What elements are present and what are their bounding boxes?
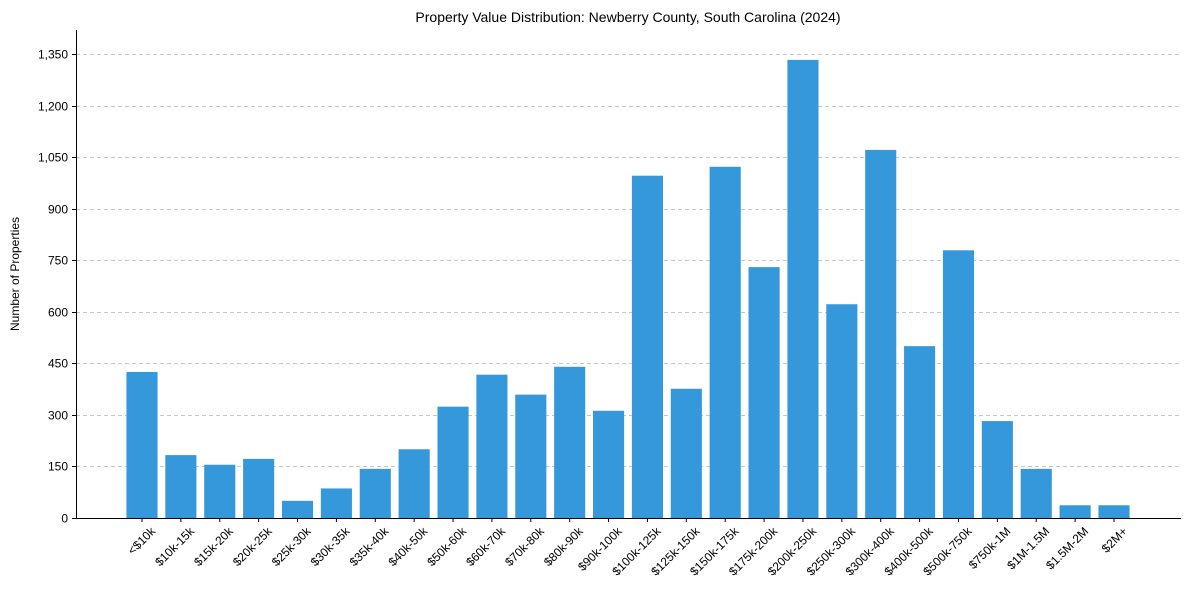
y-tick-label: 1,050	[38, 151, 68, 165]
bar	[320, 488, 352, 518]
bar	[437, 406, 469, 518]
bar	[1059, 505, 1091, 518]
bar	[243, 458, 275, 518]
bar	[593, 410, 625, 518]
x-tick-label: $30k-35k	[308, 524, 354, 570]
x-ticks: <$10k$10k-15k$15k-20k$20k-25k$25k-30k$30…	[125, 518, 1130, 578]
y-tick-label: 900	[48, 203, 68, 217]
y-tick-label: 1,200	[38, 100, 68, 114]
bar	[631, 175, 663, 518]
x-tick-label: $15k-20k	[191, 524, 237, 570]
bar	[748, 267, 780, 518]
bar	[1098, 505, 1130, 518]
x-tick-label: $20k-25k	[230, 524, 276, 570]
bar	[904, 346, 936, 518]
y-tick-label: 300	[48, 409, 68, 423]
x-tick-label: $60k-70k	[463, 524, 509, 570]
bar	[1020, 468, 1052, 518]
bar	[826, 304, 858, 518]
bar	[398, 449, 430, 518]
bar	[126, 371, 158, 518]
bar	[165, 455, 197, 518]
x-tick-label: $50k-60k	[424, 524, 470, 570]
x-tick-label: $25k-30k	[269, 524, 315, 570]
y-tick-label: 600	[48, 306, 68, 320]
x-tick-label: $35k-40k	[347, 524, 393, 570]
x-tick-label: $70k-80k	[502, 524, 548, 570]
bar	[942, 250, 975, 519]
x-tick-label: $10k-15k	[152, 524, 198, 570]
x-tick-label: $1.5M-2M	[1043, 524, 1091, 572]
axes	[76, 30, 1181, 519]
bar	[709, 166, 741, 518]
bar	[787, 59, 819, 519]
bar	[515, 394, 547, 518]
y-axis-label: Number of Properties	[8, 217, 22, 331]
bar	[359, 468, 391, 518]
x-tick-label: $2M+	[1099, 524, 1130, 555]
bar	[204, 464, 236, 518]
y-tick-label: 1,350	[38, 48, 68, 62]
bar	[476, 374, 508, 518]
y-ticks: 0 150 300 450 600 750 900 1,050 1,200 1,350	[38, 48, 76, 526]
y-tick-label: 450	[48, 357, 68, 371]
y-tick-label: 0	[61, 512, 68, 526]
chart-title: Property Value Distribution: Newberry Co…	[415, 9, 840, 25]
x-tick-label: <$10k	[125, 524, 159, 558]
bar	[981, 421, 1013, 518]
bar	[670, 388, 702, 518]
bars	[126, 59, 1130, 519]
bar	[554, 366, 586, 518]
gridlines	[76, 54, 1181, 467]
bar	[281, 500, 314, 518]
y-tick-label: 750	[48, 254, 68, 268]
y-tick-label: 150	[48, 460, 68, 474]
bar	[865, 149, 897, 518]
x-tick-label: $40k-50k	[385, 524, 431, 570]
